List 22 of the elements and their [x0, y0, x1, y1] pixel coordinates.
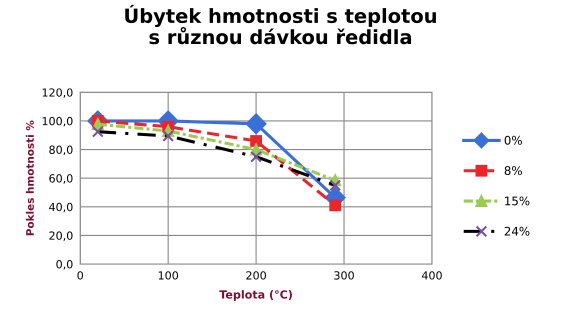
y-tick-label: 120,0 [42, 88, 73, 98]
x-tick-label: 200 [246, 271, 266, 280]
x-axis-title: Teplota (°C) [219, 290, 292, 301]
point [246, 113, 266, 134]
y-tick-label: 100,0 [42, 116, 73, 126]
legend-label: 0% [504, 136, 522, 145]
legend-label: 24% [504, 226, 530, 236]
y-axis-title: Pokles hmotnosti % [26, 120, 34, 236]
y-tick-label: 80,0 [49, 146, 73, 156]
legend-label: 8% [504, 166, 522, 176]
y-tick-label: 20,0 [49, 231, 73, 241]
y-tick-label: 40,0 [49, 202, 73, 212]
chart-title: Úbytek hmotnosti s teplotou s různou dávkou ředidla [125, 4, 436, 44]
y-tick-label: 0,0 [56, 260, 73, 270]
x-tick-label: 400 [422, 271, 442, 280]
x-tick-label: 300 [334, 271, 354, 280]
legend-label: 15% [505, 196, 530, 206]
x-tick-label: 100 [158, 271, 178, 280]
point [250, 135, 262, 147]
x-tick-label: 0 [77, 271, 84, 280]
point [329, 199, 342, 212]
y-tick-label: 60,0 [49, 174, 73, 184]
